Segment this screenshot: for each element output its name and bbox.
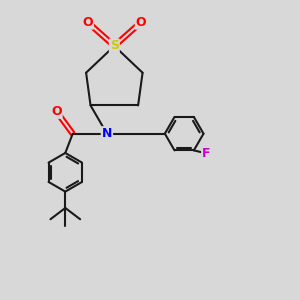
Text: O: O <box>82 16 93 29</box>
Text: N: N <box>102 127 112 140</box>
Text: O: O <box>51 105 62 118</box>
Text: O: O <box>136 16 146 29</box>
Text: S: S <box>110 40 119 52</box>
Text: F: F <box>202 147 211 160</box>
